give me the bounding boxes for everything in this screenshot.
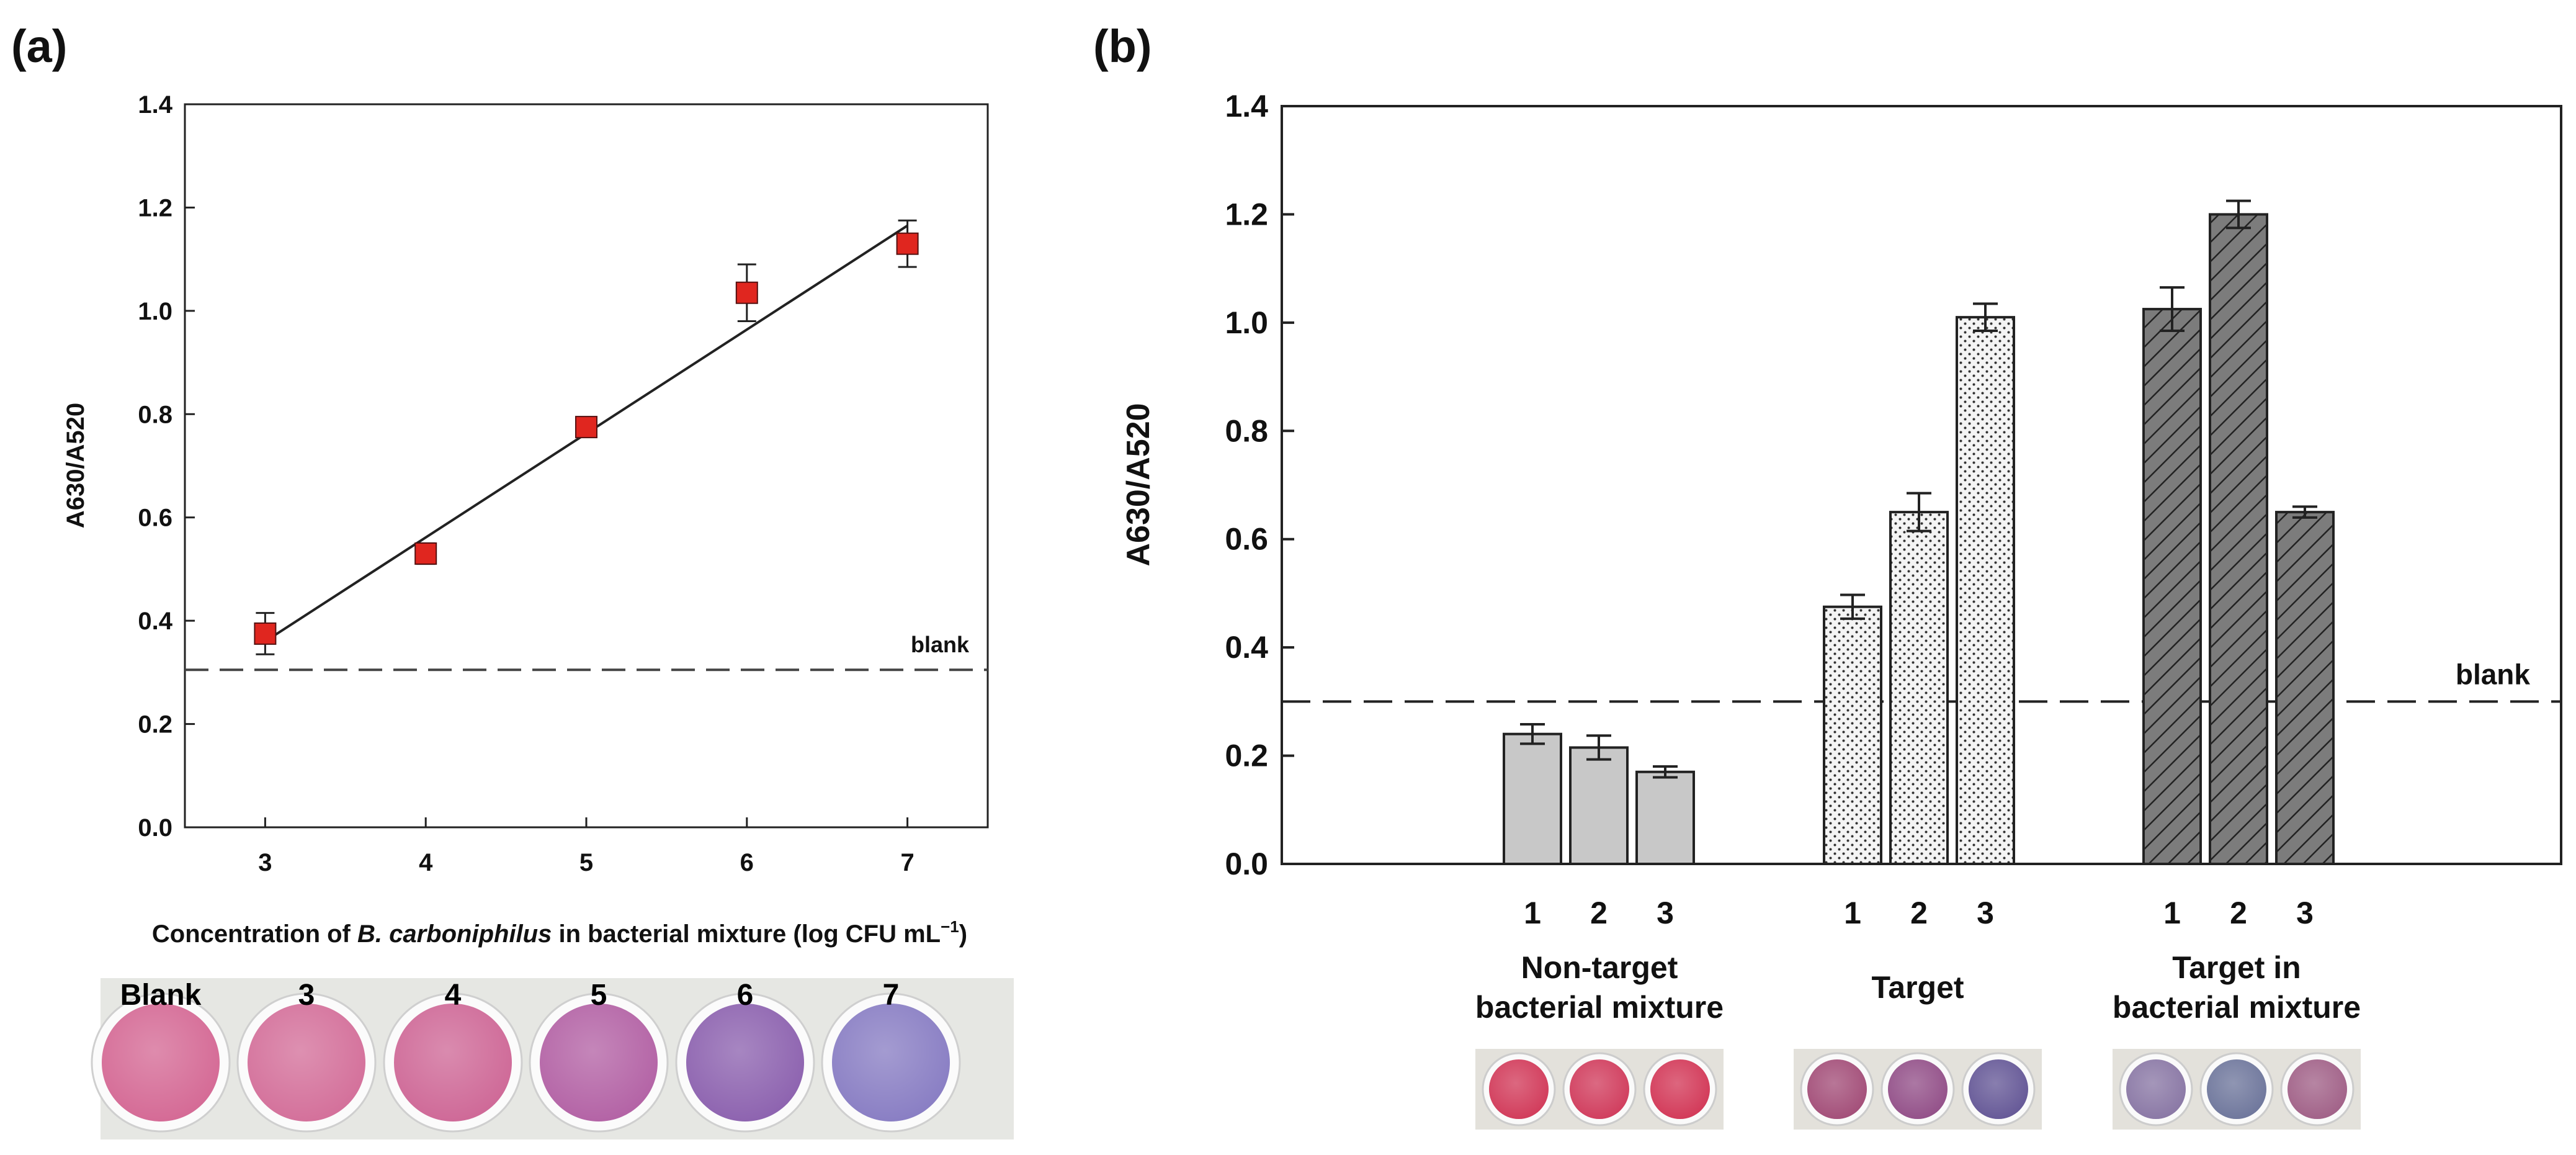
b-y-tick-label: 1.2 xyxy=(1225,197,1268,231)
well-highlight xyxy=(540,1004,658,1121)
a-data-point xyxy=(254,622,277,645)
panel-a-scatter-chart: A630/A520 0.0 0.2 0.4 0.6 0.8 1.0 1.2 1.4 3 4 5 6 7… xyxy=(62,91,989,948)
b-category-label: 3 xyxy=(1977,896,1994,930)
photo-a-well-label: 7 xyxy=(883,979,900,1012)
b-bar xyxy=(1956,316,2015,865)
b-y-tick-label: 0.4 xyxy=(1225,630,1268,665)
b-bar xyxy=(1635,770,1695,865)
b-category-label: 2 xyxy=(1590,896,1608,930)
b-y-tick-label: 0.2 xyxy=(1225,739,1268,773)
a-x-tick-label: 3 xyxy=(258,849,272,876)
b-group-name: bacterial mixture xyxy=(1475,990,1724,1025)
b-category-label: 1 xyxy=(2163,896,2181,930)
panel-a-blank-label: blank xyxy=(911,632,970,657)
panel-b-group-names: Non-target bacterial mixture Target Target … xyxy=(1475,950,2361,1025)
panel-b-well-photos xyxy=(1475,1049,2361,1130)
a-data-point xyxy=(575,416,597,439)
a-x-tick-label: 5 xyxy=(579,849,593,876)
a-data-point xyxy=(414,542,437,565)
panel-a-plot-frame xyxy=(184,103,989,829)
a-x-tick-label: 7 xyxy=(900,849,914,876)
a-y-tick-label: 0.6 xyxy=(138,505,172,532)
b-category-label: 1 xyxy=(1844,896,1861,930)
b-y-tick-label: 1.4 xyxy=(1225,89,1268,124)
well-highlight xyxy=(832,1004,950,1121)
b-bar xyxy=(2275,511,2335,865)
panel-a-x-label-species: B. carboniphilus xyxy=(357,920,552,948)
b-bar xyxy=(2142,308,2202,865)
b-y-tick-label: 0.6 xyxy=(1225,522,1268,557)
b-well-highlight xyxy=(1489,1059,1549,1119)
b-bar xyxy=(1823,605,1882,865)
panel-b-y-axis-label: A630/A520 xyxy=(1120,403,1156,566)
photo-a-well-label: 3 xyxy=(298,979,315,1012)
photo-a-well-label: 6 xyxy=(737,979,754,1012)
panel-a-x-label-part: in bacterial mixture (log CFU mL xyxy=(552,920,941,948)
b-group-name: Non-target xyxy=(1521,950,1678,985)
well-highlight xyxy=(248,1004,365,1121)
panel-b-category-labels: 1 2 3 1 2 3 1 2 3 xyxy=(1524,896,2314,930)
well-highlight xyxy=(102,1004,220,1121)
b-well-highlight xyxy=(2207,1059,2266,1119)
panel-a-x-label-part: Concentration of xyxy=(152,920,357,948)
b-well-highlight xyxy=(1570,1059,1629,1119)
a-y-tick-label: 1.4 xyxy=(138,91,172,119)
b-y-tick-label: 0.0 xyxy=(1225,847,1268,881)
a-y-tick-label: 0.4 xyxy=(138,608,172,635)
a-data-point xyxy=(735,281,758,304)
b-group-name: Target xyxy=(1871,970,1964,1005)
b-well-highlight xyxy=(2126,1059,2186,1119)
panel-a-y-axis-label: A630/A520 xyxy=(62,403,89,528)
panel-a-well-photo: Blank 3 4 5 6 7 xyxy=(91,978,1014,1139)
b-well-highlight xyxy=(1807,1059,1867,1119)
b-category-label: 1 xyxy=(1524,896,1541,930)
b-group-name: bacterial mixture xyxy=(2113,990,2361,1025)
b-category-label: 2 xyxy=(2230,896,2247,930)
photo-a-well-label: 5 xyxy=(591,979,607,1012)
b-well-highlight xyxy=(1888,1059,1948,1119)
panel-a-x-label-superscript: −1 xyxy=(941,917,959,936)
b-category-label: 3 xyxy=(2296,896,2314,930)
photo-a-well-label: Blank xyxy=(120,979,202,1012)
panel-a-x-label-part: ) xyxy=(959,920,967,948)
photo-a-well-label: 4 xyxy=(445,979,462,1012)
b-y-tick-label: 0.8 xyxy=(1225,413,1268,448)
panel-a-x-axis-label: Concentration of B. carboniphilus in bac… xyxy=(152,917,967,948)
b-y-tick-label: 1.0 xyxy=(1225,305,1268,340)
b-bar xyxy=(1889,511,1949,865)
photo-a-wells: Blank 3 4 5 6 7 xyxy=(91,979,961,1133)
panel-a-data-points xyxy=(254,219,919,655)
a-x-tick-label: 4 xyxy=(419,849,433,876)
b-bar xyxy=(1503,732,1562,865)
a-y-tick-label: 1.2 xyxy=(138,194,172,222)
b-bar xyxy=(2209,213,2268,865)
a-y-tick-label: 0.2 xyxy=(138,711,172,739)
b-bar xyxy=(1569,746,1629,865)
well-highlight xyxy=(394,1004,512,1121)
b-category-label: 2 xyxy=(1910,896,1928,930)
b-category-label: 3 xyxy=(1657,896,1674,930)
b-well-highlight xyxy=(1969,1059,2028,1119)
panel-b-blank-label: blank xyxy=(2456,658,2531,690)
panel-b-plot-frame xyxy=(1281,105,2562,865)
a-data-point xyxy=(896,232,919,255)
panel-b-y-ticks: 0.0 0.2 0.4 0.6 0.8 1.0 1.2 1.4 xyxy=(1225,89,1294,881)
a-y-tick-label: 0.8 xyxy=(138,401,172,428)
b-group-name: Target in xyxy=(2172,950,2301,985)
a-y-tick-label: 1.0 xyxy=(138,298,172,325)
b-well-highlight xyxy=(1650,1059,1710,1119)
panel-b-bars xyxy=(1503,199,2335,865)
a-y-tick-label: 0.0 xyxy=(138,814,172,842)
b-well-highlight xyxy=(2288,1059,2347,1119)
a-x-tick-label: 6 xyxy=(740,849,754,876)
panel-a-y-ticks: 0.0 0.2 0.4 0.6 0.8 1.0 1.2 1.4 xyxy=(138,91,195,842)
panel-a-x-ticks: 3 4 5 6 7 xyxy=(258,817,915,876)
well-highlight xyxy=(686,1004,804,1121)
panel-label-a: (a) xyxy=(11,20,67,72)
panel-label-b: (b) xyxy=(1093,20,1152,72)
panel-b-bar-chart: A630/A520 0.0 0.2 0.4 0.6 0.8 1.0 1.2 1.4 blank… xyxy=(1120,89,2562,1130)
